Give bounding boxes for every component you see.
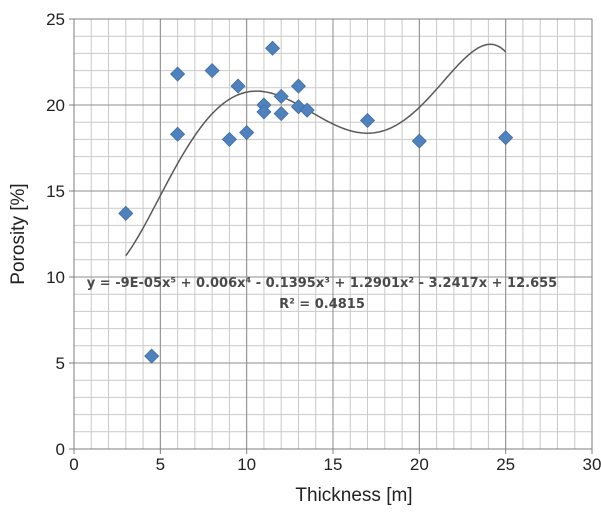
data-point-diamond bbox=[221, 131, 237, 147]
data-point-diamond bbox=[204, 63, 220, 79]
y-tick-label: 0 bbox=[56, 440, 65, 459]
data-point-diamond bbox=[273, 106, 289, 122]
data-point-diamond bbox=[118, 205, 134, 221]
x-tick-label: 25 bbox=[496, 455, 515, 474]
data-point-diamond bbox=[170, 66, 186, 82]
x-tick-label: 0 bbox=[69, 455, 78, 474]
y-tick-label: 5 bbox=[56, 354, 65, 373]
data-point-diamond bbox=[498, 130, 514, 146]
data-point-diamond bbox=[170, 126, 186, 142]
data-point-diamond bbox=[144, 348, 160, 364]
data-point-diamond bbox=[411, 133, 427, 149]
x-tick-label: 20 bbox=[410, 455, 429, 474]
y-tick-label: 25 bbox=[46, 10, 65, 29]
data-points-layer bbox=[118, 40, 514, 364]
x-tick-label: 15 bbox=[324, 455, 343, 474]
x-tick-label: 5 bbox=[156, 455, 165, 474]
y-axis-title: Porosity [%] bbox=[8, 183, 29, 284]
y-tick-label: 10 bbox=[46, 268, 65, 287]
trendline-equation: y = -9E-05x⁵ + 0.006x⁴ - 0.1395x³ + 1.29… bbox=[87, 276, 557, 291]
data-point-diamond bbox=[239, 124, 255, 141]
grid-layer bbox=[73, 18, 593, 450]
data-point-diamond bbox=[359, 112, 376, 129]
x-tick-label: 10 bbox=[237, 455, 256, 474]
data-point-diamond bbox=[273, 88, 289, 104]
trendline-curve bbox=[125, 43, 507, 257]
y-tick-label: 20 bbox=[46, 96, 65, 115]
axis-layer: 0 5 10 15 20 25 30 0 5 10 15 20 25 bbox=[46, 10, 601, 474]
labels-layer: y = -9E-05x⁵ + 0.006x⁴ - 0.1395x³ + 1.29… bbox=[8, 183, 557, 506]
y-tick-label: 15 bbox=[46, 182, 65, 201]
trendline-layer bbox=[125, 43, 507, 257]
data-point-diamond bbox=[290, 78, 307, 94]
r-squared-label: R² = 0.4815 bbox=[279, 297, 365, 312]
data-point-diamond bbox=[265, 40, 281, 56]
data-point-diamond bbox=[299, 102, 315, 118]
x-axis-title: Thickness [m] bbox=[295, 485, 412, 506]
data-point-diamond bbox=[256, 104, 272, 120]
data-point-diamond bbox=[230, 78, 246, 94]
x-tick-label: 30 bbox=[583, 455, 601, 474]
